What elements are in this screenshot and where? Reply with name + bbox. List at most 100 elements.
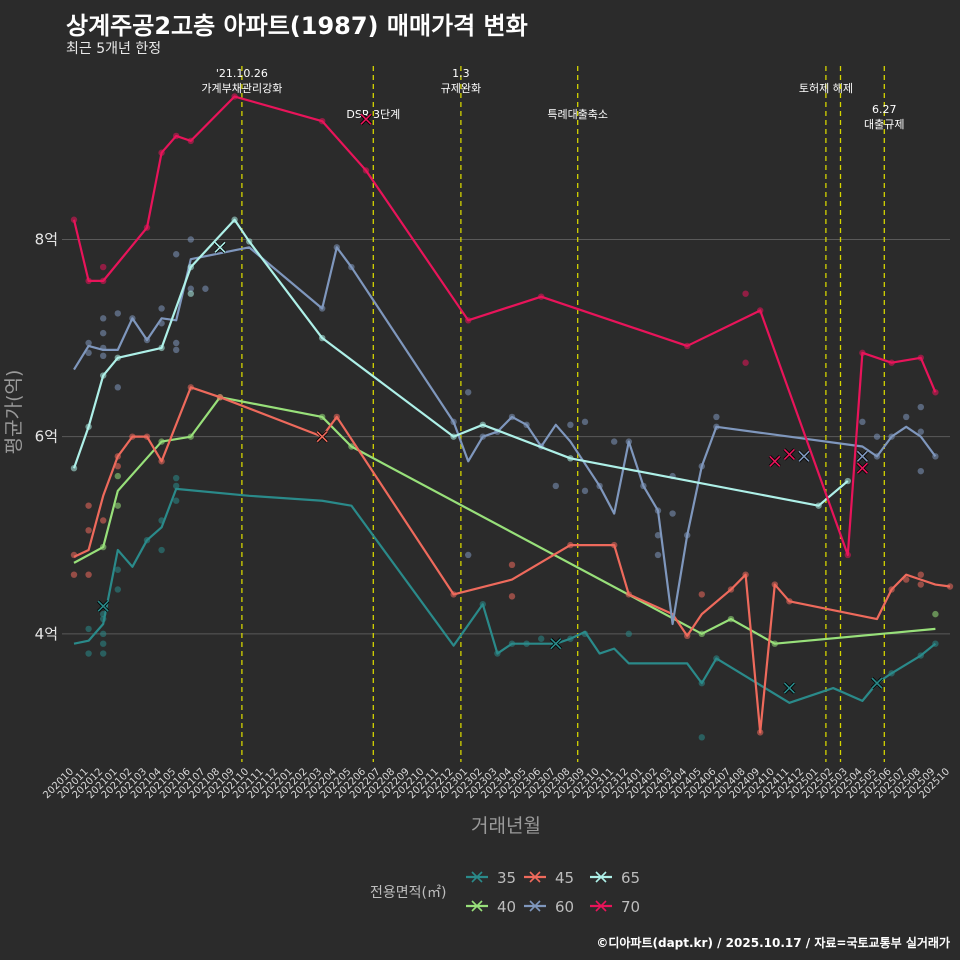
data-point [567, 421, 574, 429]
data-point [654, 551, 662, 559]
data-point [173, 497, 180, 504]
data-point [611, 438, 618, 445]
legend-label: 65 [621, 869, 640, 887]
cross-marker [550, 638, 562, 650]
legend-item-35: 35 [466, 869, 516, 887]
data-point [70, 571, 78, 578]
data-point [742, 290, 749, 297]
event-label: 6.27 [872, 103, 897, 116]
data-point [85, 625, 92, 633]
legend-item-65: 65 [590, 869, 640, 887]
cross-marker [214, 241, 226, 253]
data-point [173, 474, 180, 482]
data-point [114, 566, 122, 573]
data-point [698, 734, 705, 741]
event-label: 1.3 [452, 67, 470, 80]
legend-label: 45 [555, 869, 574, 887]
cross-marker [316, 431, 328, 443]
data-point [100, 315, 107, 322]
data-point [903, 413, 910, 421]
event-label: 규제완화 [441, 82, 481, 95]
legend-label: 35 [497, 869, 516, 887]
series-35 [73, 474, 939, 741]
data-point [917, 581, 924, 588]
data-point [85, 527, 92, 534]
data-point [114, 502, 122, 509]
event-label: 토허제 해제 [799, 81, 853, 95]
series-70 [70, 93, 939, 559]
legend-label: 70 [621, 898, 640, 916]
data-point [508, 561, 516, 569]
data-point [552, 482, 559, 490]
data-point [114, 586, 122, 593]
data-point [85, 502, 92, 509]
source-caption: ©디아파트(dapt.kr) / 2025.10.17 / 자료=국토교통부 실… [596, 936, 950, 950]
data-point [173, 251, 180, 258]
data-point [202, 285, 209, 292]
data-point [114, 472, 122, 480]
data-point [713, 413, 720, 421]
series-45 [70, 384, 954, 736]
data-point [859, 418, 866, 426]
legend-swatch-cross [471, 871, 483, 883]
cross-marker [856, 450, 868, 462]
data-point [85, 571, 92, 578]
series-60 [73, 236, 939, 626]
data-point [100, 329, 107, 337]
data-point [581, 487, 589, 495]
data-point [85, 650, 92, 657]
data-point [114, 384, 122, 391]
chart-title: 상계주공2고층 아파트(1987) 매매가격 변화 [66, 12, 528, 40]
data-point [508, 593, 516, 600]
data-point [932, 610, 939, 618]
series-65 [70, 216, 851, 509]
data-point [85, 339, 92, 347]
data-point [187, 285, 194, 292]
cross-marker [798, 450, 810, 462]
data-point [873, 433, 881, 440]
event-label: 가계부채관리강화 [201, 82, 282, 95]
event-label: '21.10.26 [216, 67, 268, 80]
legend-item-70: 70 [590, 898, 640, 916]
data-point [465, 389, 472, 396]
legend-swatch-cross [529, 900, 541, 912]
series-line [73, 386, 951, 734]
legend-swatch-cross [595, 871, 607, 883]
y-tick-label: 6억 [35, 428, 58, 446]
series-line [72, 95, 937, 557]
data-point [114, 463, 122, 470]
series-40 [73, 394, 939, 647]
data-point [85, 349, 92, 357]
data-point [158, 305, 165, 312]
cross-marker [783, 682, 795, 694]
event-label: 대출규제 [864, 118, 904, 131]
legend-swatch-cross [529, 871, 541, 883]
legend-item-40: 40 [466, 898, 516, 916]
data-point [158, 546, 165, 554]
data-point [114, 310, 122, 317]
legend-swatch-cross [595, 900, 607, 912]
data-point [100, 352, 107, 360]
data-point [654, 532, 662, 539]
series-line [73, 487, 937, 704]
cross-marker [97, 600, 109, 612]
y-tick-label: 4억 [35, 625, 58, 643]
data-point [742, 359, 749, 366]
series-line [73, 396, 936, 645]
data-point [100, 263, 107, 271]
event-label: DSR 3단계 [346, 108, 400, 121]
legend-item-45: 45 [524, 869, 574, 887]
data-point [917, 571, 924, 578]
data-point [100, 640, 107, 647]
data-point [581, 418, 589, 426]
data-point [917, 428, 924, 435]
series-line [73, 246, 937, 626]
legend-item-60: 60 [524, 898, 574, 916]
data-point [625, 630, 632, 638]
legend-label: 40 [497, 898, 516, 916]
data-point [187, 290, 194, 297]
x-axis-title: 거래년월 [471, 815, 541, 837]
legend-title: 전용면적(㎡) [370, 885, 446, 901]
y-axis-title: 평균가(억) [3, 370, 25, 455]
cross-marker [871, 677, 883, 689]
